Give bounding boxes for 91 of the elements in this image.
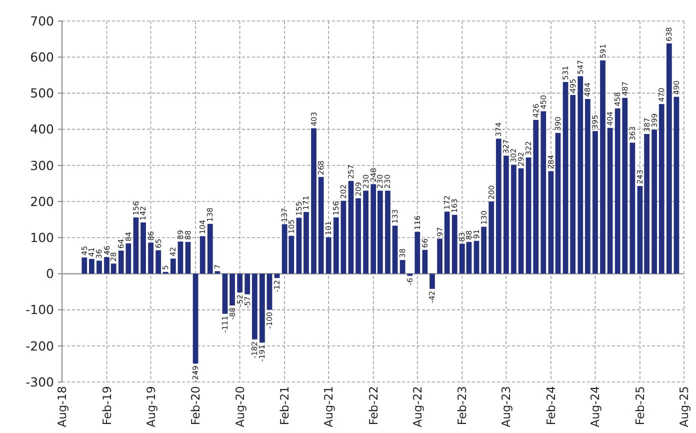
bar: [230, 274, 235, 306]
x-tick-label: Feb-20: [188, 386, 203, 426]
bar: [266, 274, 272, 310]
y-tick-label: 700: [30, 13, 54, 28]
bar: [437, 238, 442, 274]
bar: [518, 168, 524, 274]
bar: [156, 250, 162, 274]
x-tick-label: Aug-25: [677, 386, 691, 428]
bar: [348, 180, 354, 274]
bar: [170, 258, 176, 274]
x-tick-label: Feb-25: [632, 386, 647, 426]
bar: [481, 226, 486, 274]
x-tick-label: Aug-18: [55, 386, 69, 428]
y-tick-label: 500: [30, 86, 54, 101]
x-tick-label: Feb-23: [455, 386, 470, 426]
y-tick-label: 400: [30, 122, 54, 137]
bar: [674, 96, 680, 274]
bar: [140, 222, 146, 274]
y-tick-label: -300: [26, 374, 54, 390]
bar: [666, 43, 672, 274]
bar: [496, 138, 502, 274]
x-tick-label: Feb-22: [366, 386, 380, 426]
bar: [304, 212, 309, 274]
bar: [333, 217, 339, 274]
bar: [548, 171, 554, 274]
bar: [385, 190, 390, 274]
bar: [570, 95, 576, 274]
bar: [392, 226, 398, 274]
bar: [503, 156, 509, 274]
bar: [178, 242, 184, 274]
bar: [600, 60, 606, 274]
bar: [356, 198, 361, 274]
bar: [260, 274, 265, 343]
y-tick-label: 200: [30, 194, 54, 209]
x-tick-label: Aug-23: [499, 386, 514, 428]
bar: [340, 200, 346, 274]
bar: [192, 274, 198, 364]
bar: [526, 157, 532, 274]
bar: [592, 131, 598, 274]
bar: [244, 274, 250, 294]
bar: [533, 120, 539, 274]
bar: [214, 271, 220, 274]
bar: [207, 224, 213, 274]
bar: [555, 132, 561, 274]
bar: [96, 260, 102, 274]
bar: [630, 142, 636, 274]
y-tick-label: -100: [26, 302, 54, 318]
bar: [652, 130, 658, 274]
bar: [444, 212, 450, 274]
bar: [658, 104, 664, 274]
bar: [185, 242, 191, 274]
bar: [148, 242, 154, 274]
x-tick-label: Aug-22: [410, 386, 424, 428]
bar: [363, 190, 369, 274]
bar: [237, 274, 243, 292]
bar: [607, 128, 613, 274]
y-tick-label: -200: [26, 338, 54, 354]
bar: [540, 111, 546, 274]
bar: [222, 274, 228, 314]
x-tick-label: Feb-21: [278, 386, 292, 426]
bar: [488, 202, 494, 274]
bar: [326, 237, 332, 274]
bar: [133, 217, 139, 274]
bar: [474, 240, 480, 274]
x-tick-label: Feb-19: [100, 386, 114, 426]
bar: [400, 260, 406, 274]
bar: [430, 274, 435, 289]
bar: [311, 128, 316, 274]
y-tick-label: 300: [30, 158, 54, 173]
x-tick-label: Aug-24: [588, 386, 602, 428]
bar: [422, 250, 428, 274]
bar: [318, 176, 324, 274]
bar: [584, 98, 590, 274]
bar: [452, 214, 458, 274]
bar: [578, 76, 584, 274]
y-tick-label: 100: [30, 230, 54, 245]
bar: [252, 274, 258, 340]
bar: [274, 274, 280, 278]
bar: [562, 82, 568, 274]
bar: [296, 218, 302, 274]
y-tick-label: 600: [30, 49, 54, 64]
bar: [82, 257, 88, 274]
bar: [414, 232, 420, 274]
x-tick-label: Aug-21: [322, 386, 336, 428]
x-tick-label: Feb-24: [544, 386, 558, 426]
y-tick-label: 0: [46, 266, 54, 282]
bar: [511, 164, 516, 274]
x-tick-label: Aug-20: [232, 386, 247, 428]
bar: [200, 236, 206, 274]
bar: [88, 258, 94, 274]
x-tick-label: Aug-19: [144, 386, 158, 428]
